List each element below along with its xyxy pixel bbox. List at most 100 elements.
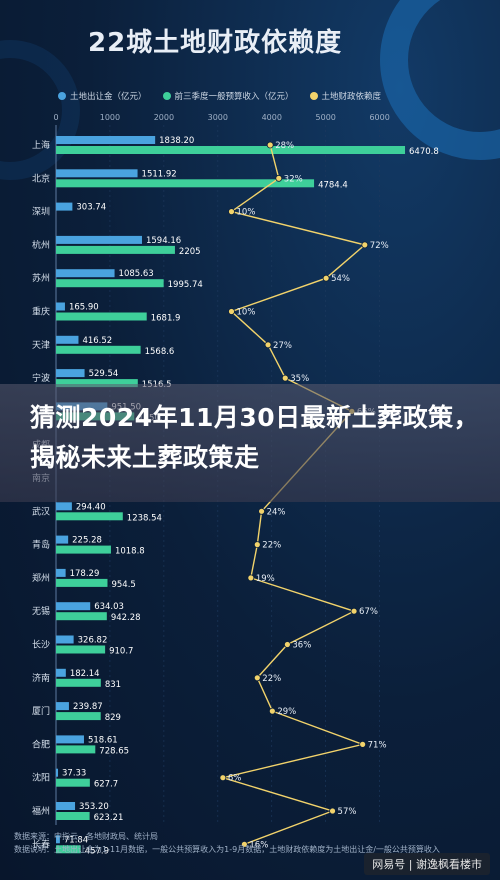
x-tick-label: 3000	[208, 113, 228, 122]
bar-value-label: 4784.4	[318, 180, 348, 190]
bar-value-label: 1511.92	[142, 169, 177, 179]
bar-land-revenue	[56, 136, 156, 144]
bar-land-revenue	[56, 369, 85, 378]
dependence-point	[268, 707, 276, 715]
dependence-point	[240, 840, 248, 848]
category-label: 深圳	[32, 207, 50, 218]
dependence-point	[322, 274, 330, 282]
legend-dot-icon	[58, 92, 66, 100]
dependence-label: 22%	[262, 541, 281, 551]
bar-value-label: 178.29	[70, 569, 100, 579]
bar-value-label: 416.52	[82, 336, 112, 346]
overlay-banner	[0, 384, 500, 502]
bar-value-label: 623.21	[94, 813, 124, 823]
bar-value-label: 225.28	[72, 536, 102, 546]
bar-budget-revenue	[56, 545, 111, 554]
banner-headline: 猜测2024年11月30日最新土葬政策，揭秘未来土葬政策走	[30, 403, 480, 472]
bar-value-label: 2205	[179, 247, 201, 257]
dependence-label: 16%	[249, 840, 268, 850]
legend-label: 土地财政依赖度	[321, 92, 382, 102]
category-label: 厦门	[32, 705, 50, 717]
bar-land-revenue	[56, 269, 115, 278]
dependence-label: 22%	[262, 674, 281, 684]
bar-value-label: 71.84	[64, 835, 88, 845]
bar-land-revenue	[56, 335, 79, 344]
bar-land-revenue	[56, 602, 91, 611]
bar-value-label: 165.90	[69, 303, 99, 313]
category-label: 天津	[32, 340, 50, 351]
bar-budget-revenue	[56, 745, 96, 754]
dependence-label: 72%	[370, 241, 389, 251]
legend-item: 土地出让金（亿元）	[58, 90, 147, 102]
dependence-label: 19%	[256, 574, 275, 584]
dependence-point	[350, 607, 358, 615]
bar-budget-revenue	[56, 612, 107, 621]
category-label: 杭州	[32, 239, 50, 251]
x-tick-label: 0	[53, 113, 58, 122]
category-label: 长沙	[32, 639, 50, 651]
legend: 土地出让金（亿元） 前三季度一般预算收入（亿元） 土地财政依赖度	[58, 90, 381, 102]
bar-land-revenue	[56, 802, 76, 810]
dependence-label: 29%	[277, 707, 296, 717]
dependence-point	[361, 241, 369, 249]
dependence-point	[283, 641, 291, 648]
bar-value-label: 942.28	[111, 613, 141, 623]
category-label: 青岛	[32, 539, 50, 551]
category-label: 无锡	[32, 606, 50, 617]
bar-value-label: 294.40	[76, 502, 106, 512]
bar-value-label: 326.82	[78, 636, 108, 646]
dependence-label: 54%	[331, 274, 350, 284]
bar-value-label: 457.9	[85, 846, 109, 856]
bar-budget-revenue	[56, 712, 101, 721]
category-label: 苏州	[32, 272, 50, 284]
bar-value-label: 239.87	[73, 702, 103, 712]
bar-land-revenue	[56, 535, 69, 544]
dependence-label: 67%	[359, 607, 378, 617]
bar-value-label: 829	[105, 713, 121, 723]
bar-value-label: 634.03	[94, 602, 124, 612]
bar-value-label: 1838.20	[159, 136, 194, 146]
dependence-point	[359, 741, 367, 748]
category-label: 北京	[32, 172, 50, 184]
dependence-label: 28%	[275, 141, 294, 151]
dependence-label: 10%	[237, 208, 256, 218]
x-tick-label: 2000	[154, 113, 174, 122]
bar-land-revenue	[56, 668, 66, 677]
dependence-point	[258, 507, 266, 515]
dependence-point	[281, 374, 289, 382]
bar-value-label: 1995.74	[168, 280, 203, 290]
category-label: 郑州	[32, 572, 50, 584]
dependence-point	[264, 341, 272, 349]
dependence-point	[247, 574, 255, 582]
bar-land-revenue	[56, 202, 73, 211]
bar-budget-revenue	[56, 812, 90, 820]
bar-budget-revenue	[56, 312, 147, 321]
chart-footer: 数据来源：中指云、各地财政局、统计局 数据说明：土地出让金为1-11月数据，一般…	[14, 830, 440, 856]
bar-land-revenue	[56, 568, 66, 577]
category-label: 上海	[32, 139, 50, 151]
bar-land-revenue	[56, 702, 69, 711]
legend-dot-icon	[309, 92, 318, 100]
bar-value-label: 910.7	[109, 647, 133, 657]
chart-title: 22城土地财政依赖度	[88, 28, 343, 58]
watermark: 网易号 | 谢逸枫看楼市	[364, 853, 490, 875]
bar-budget-revenue	[56, 578, 108, 587]
bar-budget-revenue	[56, 245, 175, 254]
bar-value-label: 1568.6	[145, 347, 175, 357]
dependence-point	[329, 807, 336, 815]
bar-value-label: 303.74	[76, 203, 106, 213]
category-label: 济南	[32, 672, 50, 684]
category-label: 福州	[32, 805, 50, 817]
footer-source: 数据来源：中指云、各地财政局、统计局	[14, 832, 158, 841]
x-tick-label: 6000	[369, 113, 389, 122]
dependence-point	[266, 141, 274, 149]
legend-item: 前三季度一般预算收入（亿元）	[162, 90, 294, 102]
bar-land-revenue	[56, 635, 74, 644]
x-tick-label: 1000	[100, 113, 120, 122]
bar-value-label: 728.65	[99, 746, 129, 756]
category-label: 长春	[32, 838, 50, 850]
bar-value-label: 1594.16	[146, 236, 181, 246]
bar-value-label: 6470.8	[409, 147, 439, 157]
bar-budget-revenue	[56, 179, 315, 188]
bar-land-revenue	[56, 169, 138, 178]
